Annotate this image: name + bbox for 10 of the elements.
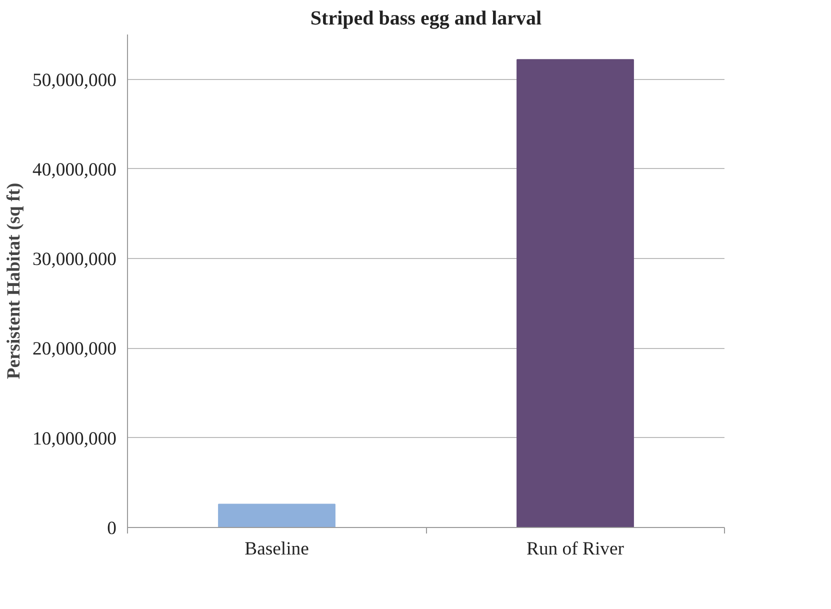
- y-tick-label: 40,000,000: [32, 159, 116, 180]
- y-tick-label: 30,000,000: [32, 249, 116, 270]
- y-axis-title: Persistent Habitat (sq ft): [4, 182, 25, 380]
- y-tick-label: 10,000,000: [32, 428, 116, 450]
- y-tick-label: 20,000,000: [32, 338, 116, 360]
- x-tick-label: Run of River: [526, 538, 625, 560]
- chart-title: Striped bass egg and larval: [310, 8, 542, 30]
- y-tick-label: 50,000,000: [32, 70, 116, 91]
- x-tick-label: Baseline: [244, 538, 309, 560]
- y-tick-label: 0: [107, 518, 116, 539]
